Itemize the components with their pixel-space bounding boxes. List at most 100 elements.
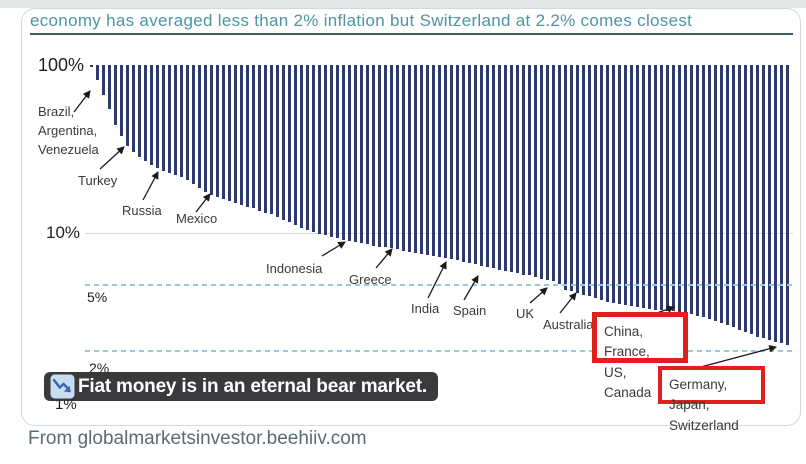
country-annotation-label: Indonesia (266, 261, 323, 276)
y-axis-tick-2pct: 2% (89, 360, 110, 376)
inflation-bar (228, 65, 232, 202)
inflation-bar (648, 65, 652, 310)
inflation-bar (732, 65, 736, 328)
inflation-bar (456, 65, 460, 261)
inflation-bar (90, 65, 94, 67)
inflation-bar (174, 65, 178, 175)
inflation-bar (744, 65, 748, 333)
inflation-bar (474, 65, 478, 265)
inflation-bar (774, 65, 778, 342)
inflation-bar (606, 65, 610, 302)
inflation-bar (402, 65, 406, 251)
inflation-bar (108, 65, 112, 110)
inflation-bar (558, 65, 562, 284)
inflation-bar (438, 65, 442, 257)
inflation-bar (354, 65, 358, 242)
headline-link[interactable]: economy has averaged less than 2% inflat… (30, 11, 693, 30)
inflation-bar (738, 65, 742, 330)
inflation-bar (180, 65, 184, 178)
inflation-bar (384, 65, 388, 248)
inflation-bar (162, 65, 166, 171)
inflation-bar (690, 65, 694, 315)
inflation-bar (138, 65, 142, 157)
inflation-bar (444, 65, 448, 258)
country-annotation-label: Brazil, Argentina, Venezuela (38, 104, 99, 157)
inflation-bar (420, 65, 424, 254)
inflation-bar (432, 65, 436, 256)
inflation-bar (336, 65, 340, 239)
caption-text: Fiat money is in an eternal bear market. (78, 375, 427, 397)
inflation-bar (468, 65, 472, 264)
y-axis-tick-5pct: 5% (87, 289, 108, 305)
inflation-bar (480, 65, 484, 267)
source-attribution-link[interactable]: From globalmarketsinvestor.beehiiv.com (28, 428, 367, 449)
inflation-bar (462, 65, 466, 262)
highlight-box: Germany, Japan, Switzerland (658, 366, 765, 433)
inflation-bar (198, 65, 202, 188)
inflation-bar (756, 65, 760, 337)
country-annotation-label: Australia (543, 317, 594, 332)
inflation-bar (534, 65, 538, 277)
inflation-bar (246, 65, 250, 207)
inflation-bar (750, 65, 754, 335)
country-annotation-label: Spain (453, 303, 487, 318)
inflation-bar (516, 65, 520, 274)
inflation-bar (276, 65, 280, 217)
inflation-bar (564, 65, 568, 290)
country-annotation-label: Mexico (176, 211, 218, 226)
inflation-bar (216, 65, 220, 197)
inflation-bar (264, 65, 268, 213)
inflation-bar (540, 65, 544, 279)
inflation-bar (342, 65, 346, 240)
inflation-bar (552, 65, 556, 282)
inflation-bar (780, 65, 784, 344)
inflation-bar (594, 65, 598, 299)
inflation-bar (132, 65, 136, 152)
inflation-bar (186, 65, 190, 180)
inflation-bar (570, 65, 574, 292)
gridline-2pct (85, 350, 793, 352)
country-annotation-label: India (411, 301, 440, 316)
y-axis-tick-10pct: 10% (46, 223, 81, 242)
inflation-bar (330, 65, 334, 237)
inflation-bar (258, 65, 262, 211)
inflation-bar (294, 65, 298, 226)
inflation-bar (102, 65, 106, 96)
country-annotation-label: Turkey (78, 173, 118, 188)
inflation-bar (702, 65, 706, 318)
headline-underline (30, 33, 793, 35)
inflation-bar (696, 65, 700, 316)
country-annotation-label: UK (516, 306, 535, 321)
inflation-bar (360, 65, 364, 244)
chart-decreasing-icon (50, 374, 75, 399)
inflation-bar (282, 65, 286, 220)
inflation-bar (582, 65, 586, 295)
inflation-bar (708, 65, 712, 319)
inflation-bar (768, 65, 772, 341)
country-annotation-label: Russia (122, 203, 162, 218)
inflation-bar (234, 65, 238, 204)
inflation-bar (144, 65, 148, 161)
inflation-bar (678, 65, 682, 313)
inflation-bar (726, 65, 730, 326)
inflation-bar (618, 65, 622, 304)
inflation-bar (126, 65, 130, 147)
inflation-bar (192, 65, 196, 185)
inflation-bar (546, 65, 550, 280)
inflation-bar (156, 65, 160, 169)
gridline-5pct (85, 284, 793, 286)
inflation-bar (684, 65, 688, 313)
inflation-bar (624, 65, 628, 305)
inflation-bar (366, 65, 370, 245)
inflation-bar (252, 65, 256, 209)
y-axis-tick-100pct: 100% (38, 55, 85, 75)
inflation-bar (414, 65, 418, 254)
inflation-bar (786, 65, 790, 346)
inflation-bar (210, 65, 214, 195)
inflation-bar (450, 65, 454, 259)
inflation-bar (660, 65, 664, 311)
inflation-bar (528, 65, 532, 276)
inflation-bar (396, 65, 400, 250)
inflation-bar (348, 65, 352, 241)
inflation-bar (522, 65, 526, 275)
